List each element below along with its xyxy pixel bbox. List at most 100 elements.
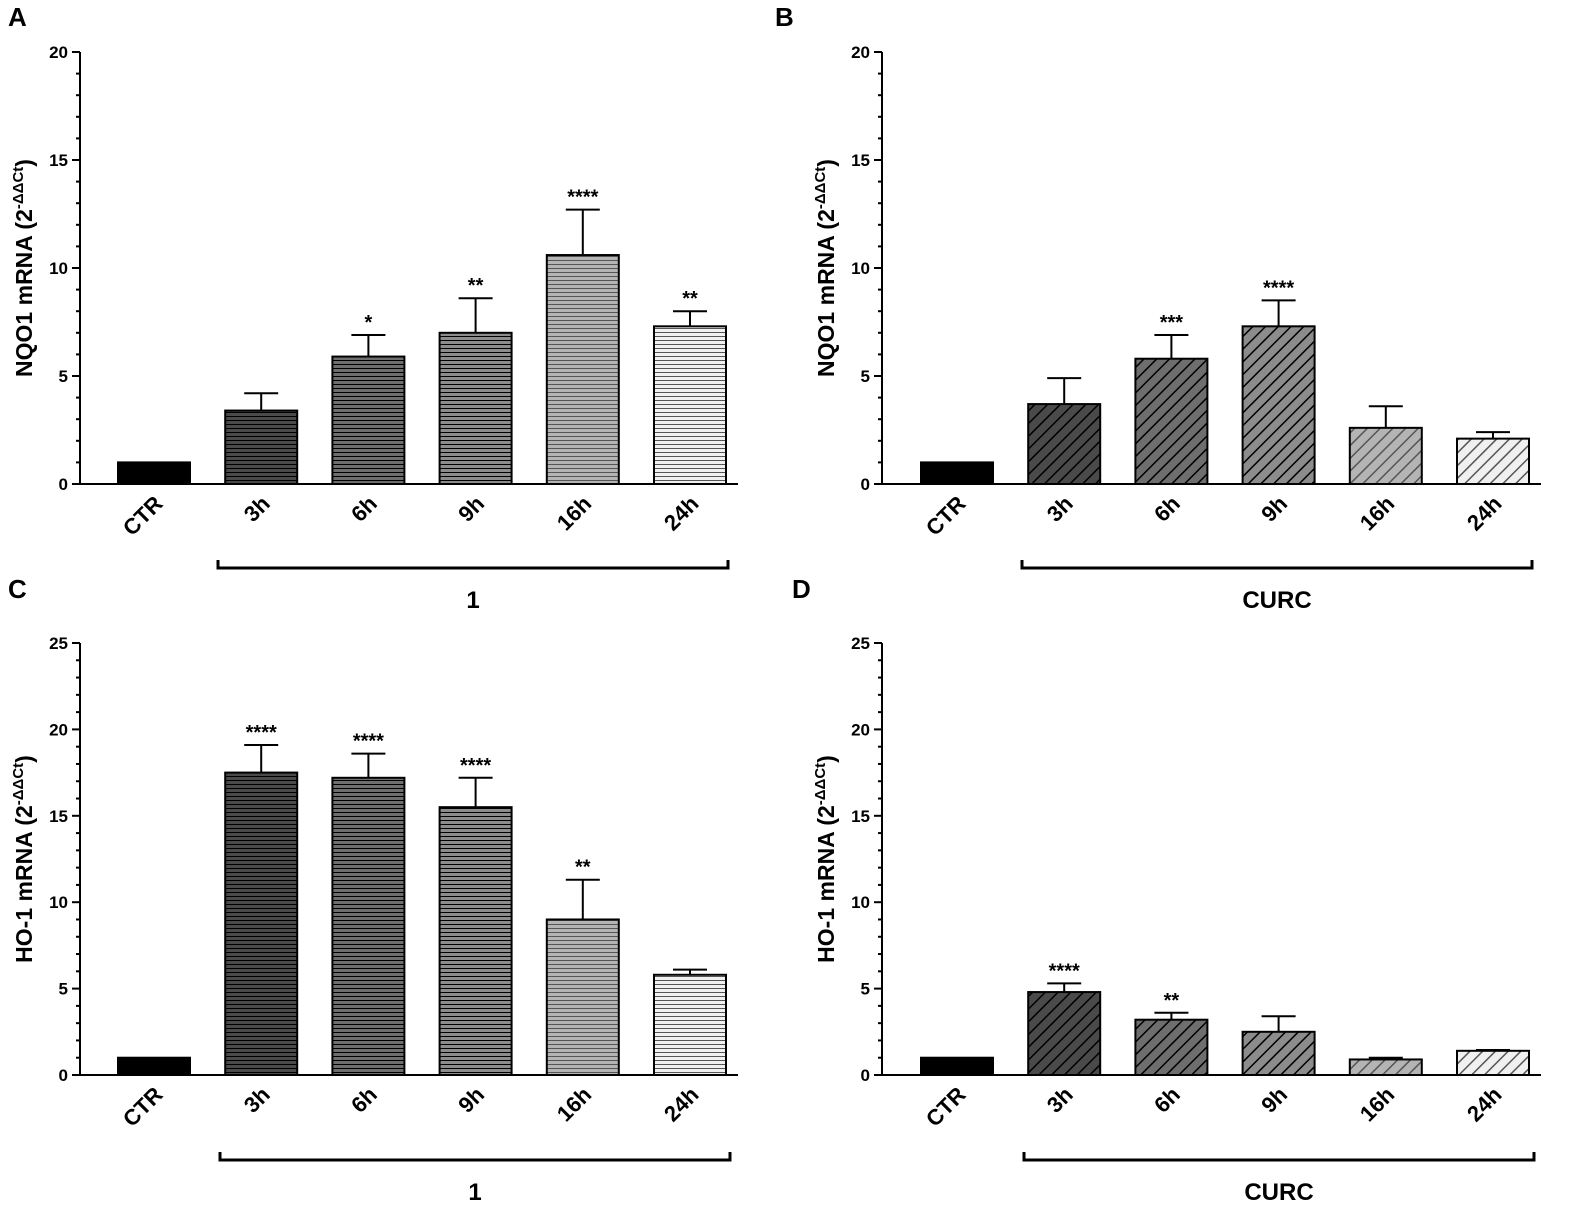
bar-9h: [438, 331, 513, 485]
y-tick-label: 20: [49, 43, 68, 62]
significance-label: *: [365, 312, 373, 334]
bar-24h: [1456, 437, 1530, 486]
group-label: 1: [468, 1179, 481, 1206]
bar-16h: [1348, 1058, 1423, 1076]
significance-label: ****: [567, 187, 598, 209]
x-tick-label: 6h: [1149, 1082, 1185, 1118]
x-tick-label: 9h: [1256, 491, 1292, 527]
y-tick-label: 10: [851, 893, 870, 912]
bar-24h: [653, 973, 727, 1076]
x-tick-label: CTR: [118, 1082, 168, 1132]
significance-label: ****: [460, 755, 491, 777]
x-tick-label: 3h: [1042, 491, 1078, 527]
x-tick-label: CTR: [118, 491, 168, 541]
group-bracket: [1020, 560, 1534, 570]
y-tick-label: 15: [851, 807, 870, 826]
bar-ctr: [117, 1056, 191, 1076]
y-tick-label: 25: [49, 634, 68, 653]
x-tick-label: 3h: [239, 491, 275, 527]
bar-9h: [1241, 1030, 1316, 1077]
bar-16h: [545, 254, 620, 485]
chart-panel-b: B 0 5 10 15 20 NQO1 mRNA (2-ΔΔCt) CTR 3h *** 6h ***…: [775, 2, 1541, 614]
x-tick-label: 24h: [1462, 1082, 1506, 1126]
group-label: CURC: [1242, 587, 1311, 614]
significance-label: ****: [1049, 960, 1080, 982]
y-tick-label: 10: [49, 893, 68, 912]
bar-9h: [438, 806, 513, 1076]
y-tick-label: 20: [851, 43, 870, 62]
x-tick-label: CTR: [921, 1082, 971, 1132]
y-tick-label: 25: [851, 634, 870, 653]
bar-24h: [653, 325, 727, 485]
x-tick-label: 24h: [1462, 491, 1506, 535]
group-label: 1: [466, 587, 479, 614]
panel-letter: D: [792, 574, 811, 604]
y-tick-label: 10: [49, 259, 68, 278]
chart-panel-d: D 0 5 10 15 20 25 HO-1 mRNA (2-ΔΔCt) CTR **** 3h **…: [792, 574, 1541, 1206]
significance-label: **: [682, 288, 698, 310]
x-tick-label: 3h: [1042, 1082, 1078, 1118]
y-tick-label: 5: [59, 367, 68, 386]
panel-letter: A: [8, 2, 27, 32]
y-tick-label: 15: [49, 807, 68, 826]
bar-ctr: [920, 1056, 994, 1076]
significance-label: **: [575, 857, 591, 879]
y-tick-label: 5: [861, 367, 870, 386]
significance-label: ****: [353, 731, 384, 753]
y-tick-label: 0: [59, 1066, 68, 1085]
bar-16h: [1348, 426, 1423, 485]
y-tick-label: 15: [49, 151, 68, 170]
y-axis-title: HO-1 mRNA (2-ΔΔCt): [10, 755, 37, 963]
x-tick-label: 3h: [239, 1082, 275, 1118]
x-tick-label: CTR: [921, 491, 971, 541]
x-tick-label: 16h: [1355, 1082, 1399, 1126]
y-tick-label: 5: [861, 980, 870, 999]
bar-6h: [1134, 357, 1209, 485]
x-tick-label: 16h: [552, 491, 596, 535]
x-tick-label: 6h: [346, 491, 382, 527]
bar-3h: [224, 771, 299, 1076]
bar-9h: [1241, 325, 1316, 485]
bar-3h: [1027, 403, 1102, 485]
y-tick-label: 0: [59, 475, 68, 494]
x-tick-label: 6h: [1149, 491, 1185, 527]
panel-letter: B: [775, 2, 794, 32]
x-tick-label: 9h: [1256, 1082, 1292, 1118]
bar-6h: [1134, 1018, 1209, 1076]
significance-label: ****: [246, 722, 277, 744]
group-bracket: [218, 1152, 732, 1162]
chart-panel-a: A 0 5 10 15 20 NQO1 mRNA (2-ΔΔCt) CTR 3h * 6h ** 9h *…: [8, 2, 738, 614]
bar-6h: [331, 776, 406, 1076]
group-label: CURC: [1244, 1179, 1313, 1206]
significance-label: **: [1164, 990, 1180, 1012]
y-tick-label: 20: [49, 720, 68, 739]
significance-label: ***: [1160, 312, 1184, 334]
x-tick-label: 9h: [453, 1082, 489, 1118]
x-tick-label: 16h: [1355, 491, 1399, 535]
x-tick-label: 24h: [659, 491, 703, 535]
bar-16h: [545, 918, 620, 1076]
bar-6h: [331, 355, 406, 485]
x-tick-label: 16h: [552, 1082, 596, 1126]
y-axis-title: HO-1 mRNA (2-ΔΔCt): [812, 755, 839, 963]
x-tick-label: 6h: [346, 1082, 382, 1118]
group-bracket: [216, 560, 730, 570]
bar-ctr: [117, 461, 191, 485]
y-axis-title: NQO1 mRNA (2-ΔΔCt): [812, 159, 839, 377]
significance-label: ****: [1263, 277, 1294, 299]
x-tick-label: 24h: [659, 1082, 703, 1126]
y-tick-label: 15: [851, 151, 870, 170]
bar-24h: [1456, 1049, 1530, 1076]
bar-3h: [224, 409, 299, 485]
x-tick-label: 9h: [453, 491, 489, 527]
group-bracket: [1022, 1152, 1536, 1162]
y-tick-label: 5: [59, 980, 68, 999]
bar-ctr: [920, 461, 994, 485]
y-tick-label: 0: [861, 475, 870, 494]
panel-letter: C: [8, 574, 27, 604]
significance-label: **: [468, 275, 484, 297]
chart-panel-c: C 0 5 10 15 20 25 HO-1 mRNA (2-ΔΔCt) CTR **** 3h **…: [8, 574, 738, 1206]
y-tick-label: 0: [861, 1066, 870, 1085]
y-tick-label: 10: [851, 259, 870, 278]
